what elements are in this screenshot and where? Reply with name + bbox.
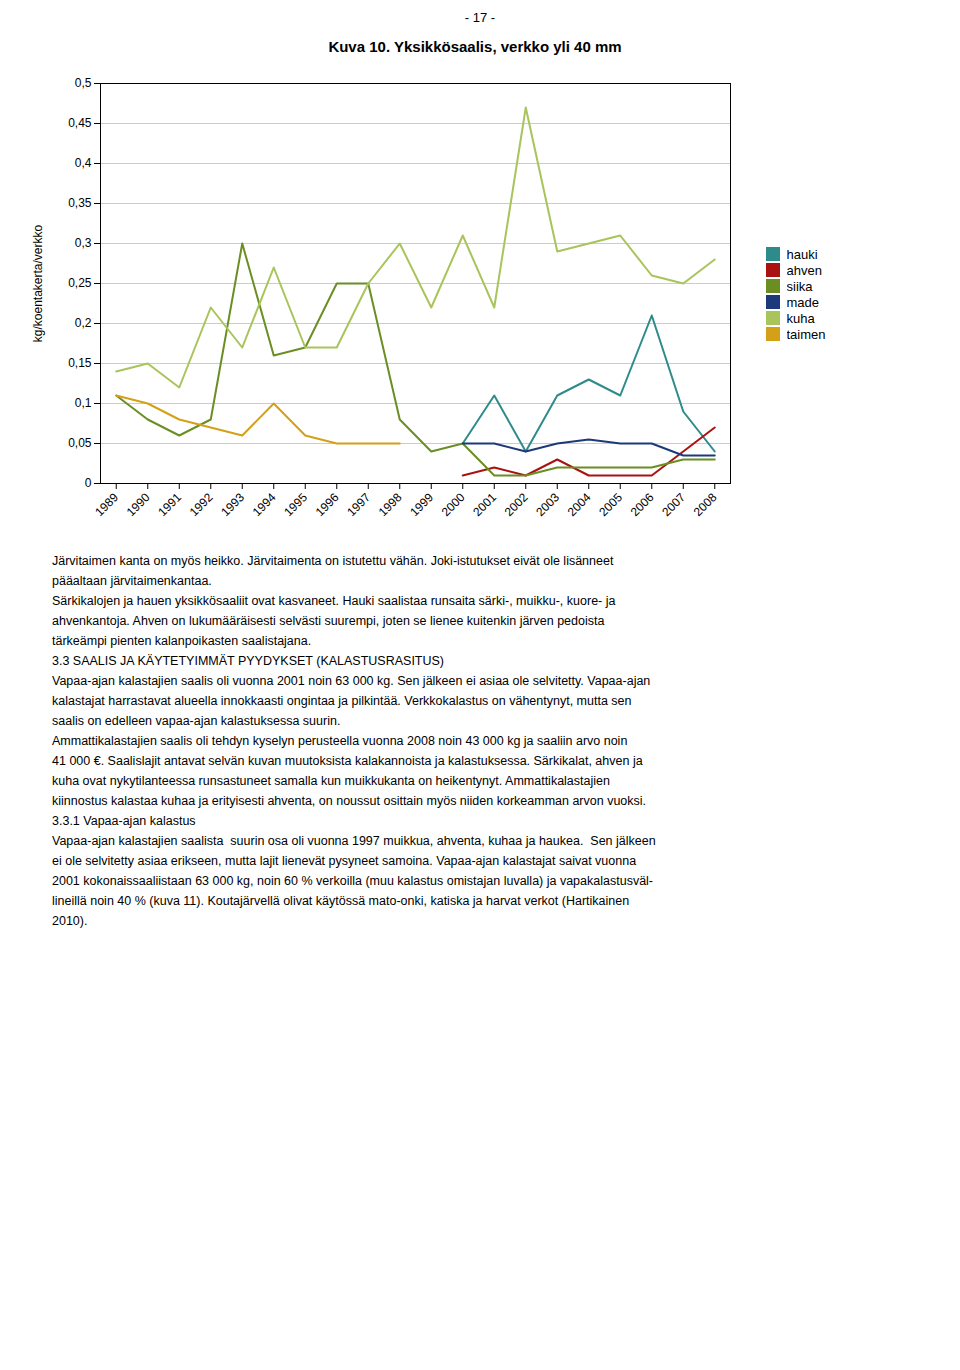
svg-text:0,15: 0,15 <box>68 356 92 370</box>
svg-text:1996: 1996 <box>313 490 342 519</box>
html-text:Järvitaimen kanta on myös heik: Järvitaimen kanta on myös heikko. Järvit… <box>52 554 614 568</box>
html-text:ahvenkantoja. Ahven on lukumää: ahvenkantoja. Ahven on lukumääräisesti s… <box>52 614 605 628</box>
svg-text:1991: 1991 <box>155 490 184 519</box>
svg-text:2002: 2002 <box>502 490 531 519</box>
svg-text:0,45: 0,45 <box>68 116 92 130</box>
svg-text:0,25: 0,25 <box>68 276 92 290</box>
html-text:3.3 SAALIS JA KÄYTETYIMMÄT PYY: 3.3 SAALIS JA KÄYTETYIMMÄT PYYDYKSET (KA… <box>52 654 444 668</box>
html-text:Vapaa-ajan kalastajien saalis: Vapaa-ajan kalastajien saalis oli vuonna… <box>52 674 651 688</box>
svg-text:1994: 1994 <box>250 490 279 519</box>
html-text:2001 kokonaissaaliistaan 63 00: 2001 kokonaissaaliistaan 63 000 kg, noin… <box>52 874 653 888</box>
svg-text:kg/koentakerta/verkko: kg/koentakerta/verkko <box>31 224 45 342</box>
svg-text:0,35: 0,35 <box>68 196 92 210</box>
html-text:made: made <box>786 294 819 310</box>
html-text:tärkeämpi pienten kalanpoikast: tärkeämpi pienten kalanpoikasten saalist… <box>52 634 312 648</box>
html-text:- 17 -: - 17 - <box>464 10 496 25</box>
svg-text:1998: 1998 <box>376 490 405 519</box>
html-text:Kuva 10. Yksikkösaalis, verkko: Kuva 10. Yksikkösaalis, verkko yli 40 mm <box>328 38 622 55</box>
html-text:kalastajat harrastavat alueell: kalastajat harrastavat alueella innokkaa… <box>52 694 632 708</box>
svg-text:0,2: 0,2 <box>75 316 92 330</box>
html-text:ei ole selvitetty asiaa erikse: ei ole selvitetty asiaa erikseen, mutta … <box>52 854 637 868</box>
html-text:2010).: 2010). <box>52 914 88 928</box>
html-text:siika: siika <box>786 278 813 294</box>
svg-text:1990: 1990 <box>124 490 153 519</box>
html-text:41 000 €. Saalislajit antavat: 41 000 €. Saalislajit antavat selvän kuv… <box>52 754 643 768</box>
html-text:Ammattikalastajien saalis oli: Ammattikalastajien saalis oli tehdyn kys… <box>52 734 628 748</box>
svg-text:0,3: 0,3 <box>75 236 92 250</box>
svg-text:1993: 1993 <box>218 490 247 519</box>
svg-text:1995: 1995 <box>281 490 310 519</box>
svg-text:2006: 2006 <box>628 490 657 519</box>
svg-text:0,4: 0,4 <box>75 156 92 170</box>
svg-text:0: 0 <box>85 476 92 490</box>
html-text:saalis on edelleen vapaa-ajan: saalis on edelleen vapaa-ajan kalastukse… <box>52 714 341 728</box>
html-text:ahven: ahven <box>786 262 822 278</box>
html-text:taimen: taimen <box>786 326 826 342</box>
html-text:lineillä noin 40 % (kuva 11).: lineillä noin 40 % (kuva 11). Koutajärve… <box>52 894 630 908</box>
svg-text:2004: 2004 <box>565 490 594 519</box>
svg-text:2003: 2003 <box>533 490 562 519</box>
html-text:Vapaa-ajan kalastajien saalist: Vapaa-ajan kalastajien saalista suurin o… <box>52 834 656 848</box>
svg-text:0,05: 0,05 <box>68 436 92 450</box>
svg-text:1992: 1992 <box>187 490 216 519</box>
html-text:Särkikalojen ja hauen yksikkös: Särkikalojen ja hauen yksikkösaaliit ova… <box>52 594 616 608</box>
html-text:hauki: hauki <box>786 246 818 262</box>
svg-text:0,1: 0,1 <box>75 396 92 410</box>
svg-text:2005: 2005 <box>596 490 625 519</box>
html-text:kiinnostus kalastaa kuhaa ja e: kiinnostus kalastaa kuhaa ja erityisesti… <box>52 794 647 808</box>
svg-text:1997: 1997 <box>344 490 373 519</box>
svg-text:1989: 1989 <box>92 490 121 519</box>
svg-text:2000: 2000 <box>439 490 468 519</box>
svg-text:1999: 1999 <box>407 490 436 519</box>
html-text:3.3.1 Vapaa-ajan kalastus: 3.3.1 Vapaa-ajan kalastus <box>52 814 196 828</box>
svg-text:2001: 2001 <box>470 490 499 519</box>
html-text:pääaltaan järvitaimenkantaa.: pääaltaan järvitaimenkantaa. <box>52 574 212 588</box>
html-text:kuha: kuha <box>786 310 815 326</box>
html-text:kuha ovat nykytilanteessa runs: kuha ovat nykytilanteessa runsastuneet s… <box>52 774 610 788</box>
svg-text:2007: 2007 <box>659 490 688 519</box>
svg-text:0,5: 0,5 <box>75 76 92 90</box>
svg-text:2008: 2008 <box>691 490 720 519</box>
